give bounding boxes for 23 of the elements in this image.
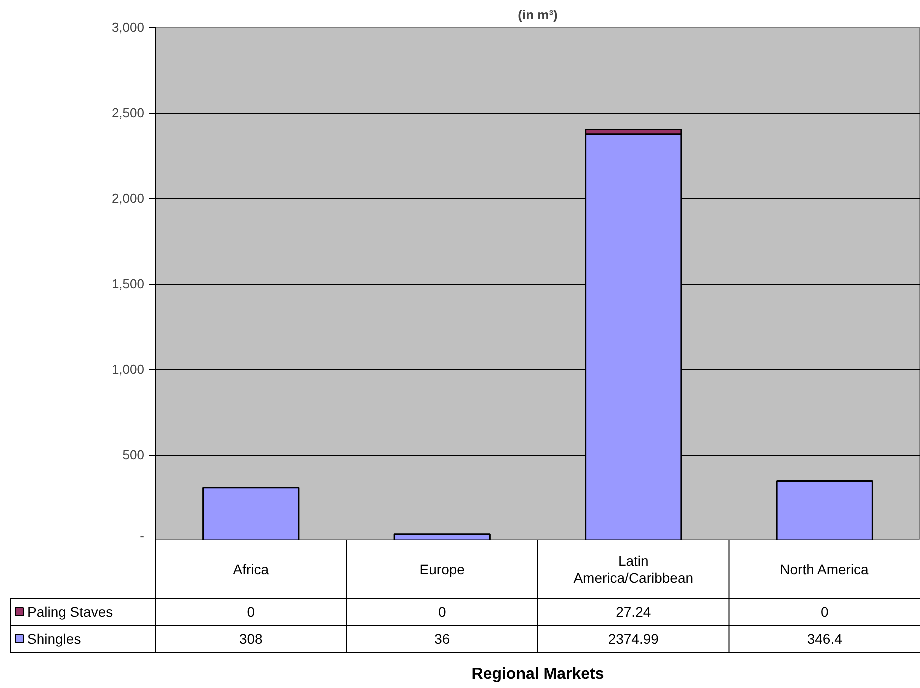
data-label: 0 <box>247 604 256 620</box>
y-tick-label: 2,500 <box>112 106 145 120</box>
data-label: 2374.99 <box>608 631 660 647</box>
x-tick-label: Latin America/Caribbean <box>574 553 694 586</box>
y-tick-label: 500 <box>122 448 145 462</box>
data-label: 27.24 <box>616 604 652 620</box>
x-tick-label: North America <box>780 562 870 578</box>
y-tick-label: 2,000 <box>112 191 145 206</box>
x-tick-label: Africa <box>233 562 270 578</box>
y-tick-label: - <box>140 528 145 544</box>
y-tick-label: 1,500 <box>112 276 145 292</box>
legend-label: Paling Staves <box>28 604 114 620</box>
data-label: 346.4 <box>807 631 843 647</box>
chart-title: (in m³) <box>518 8 558 22</box>
x-axis-title: Regional Markets <box>472 666 604 683</box>
y-tick-label: 3,000 <box>112 20 145 35</box>
legend-label: Shingles <box>28 631 82 647</box>
y-tick-label: 1,000 <box>112 362 145 377</box>
data-label: 0 <box>438 604 446 620</box>
x-tick-label: Europe <box>420 562 466 578</box>
data-label: 36 <box>434 631 450 647</box>
data-label: 308 <box>239 631 264 647</box>
data-label: 0 <box>820 604 829 620</box>
